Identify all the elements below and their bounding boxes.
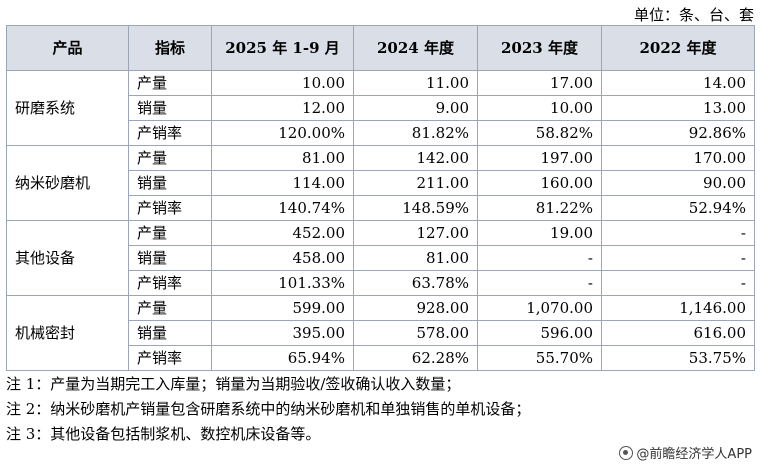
value-cell: 90.00 bbox=[601, 170, 755, 196]
brand-logo-icon bbox=[619, 445, 634, 460]
footnotes: 注 1：产量为当期完工入库量；销量为当期验收/签收确认收入数量； 注 2：纳米砂… bbox=[6, 372, 530, 447]
value-cell: 101.33% bbox=[211, 270, 354, 296]
value-cell: 928.00 bbox=[353, 295, 478, 321]
header-2024: 2024 年度 bbox=[353, 25, 478, 71]
value-cell: 458.00 bbox=[211, 245, 354, 271]
value-cell: 53.75% bbox=[601, 345, 755, 371]
header-metric: 指标 bbox=[128, 25, 212, 71]
value-cell: 92.86% bbox=[601, 120, 755, 146]
product-cell: 其他设备 bbox=[6, 220, 129, 296]
value-cell: 452.00 bbox=[211, 220, 354, 246]
value-cell: 599.00 bbox=[211, 295, 354, 321]
table-row: 产销率 140.74% 148.59% 81.22% 52.94% bbox=[7, 195, 755, 221]
value-cell: 63.78% bbox=[353, 270, 478, 296]
metric-cell: 销量 bbox=[128, 170, 212, 196]
value-cell: 12.00 bbox=[211, 95, 354, 121]
metric-cell: 产销率 bbox=[128, 345, 212, 371]
value-cell: 14.00 bbox=[601, 70, 755, 96]
metric-cell: 产量 bbox=[128, 145, 212, 171]
value-cell: 578.00 bbox=[353, 320, 478, 346]
table-row: 其他设备 产量 452.00 127.00 19.00- bbox=[6, 220, 755, 296]
value-cell: 11.00 bbox=[353, 70, 478, 96]
product-cell: 研磨系统 bbox=[6, 70, 129, 146]
footnote-1: 注 1：产量为当期完工入库量；销量为当期验收/签收确认收入数量； bbox=[6, 375, 461, 393]
value-cell: 10.00 bbox=[477, 95, 602, 121]
value-cell: 120.00% bbox=[211, 120, 354, 146]
metric-cell: 产量 bbox=[128, 70, 212, 96]
value-cell: 114.00 bbox=[211, 170, 354, 196]
value-cell: - bbox=[601, 270, 755, 296]
value-cell: 81.82% bbox=[353, 120, 478, 146]
value-cell: - bbox=[601, 245, 755, 271]
value-cell: - bbox=[477, 270, 602, 296]
value-cell: 81.00 bbox=[353, 245, 478, 271]
value-cell: 1,070.00 bbox=[477, 295, 602, 321]
table-row: 纳米砂磨机 产量 81.00 142.00 197.00 170.00 bbox=[6, 145, 755, 221]
value-cell: 616.00 bbox=[601, 320, 755, 346]
footnote-3: 注 3：其他设备包括制浆机、数控机床设备等。 bbox=[6, 425, 321, 443]
metric-cell: 产量 bbox=[128, 295, 212, 321]
value-cell: 211.00 bbox=[353, 170, 478, 196]
header-product: 产品 bbox=[6, 25, 129, 71]
metric-cell: 销量 bbox=[128, 95, 212, 121]
value-cell: 197.00 bbox=[477, 145, 602, 171]
metric-cell: 销量 bbox=[128, 320, 212, 346]
header-2023: 2023 年度 bbox=[477, 25, 602, 71]
table-row: 销量 12.00 9.00 10.00 13.00 bbox=[7, 95, 755, 121]
product-cell: 机械密封 bbox=[6, 295, 129, 371]
product-cell: 纳米砂磨机 bbox=[6, 145, 129, 221]
value-cell: 13.00 bbox=[601, 95, 755, 121]
value-cell: 142.00 bbox=[353, 145, 478, 171]
value-cell: 81.00 bbox=[211, 145, 354, 171]
value-cell: 65.94% bbox=[211, 345, 354, 371]
header-2025-q1-q3: 2025 年 1-9 月 bbox=[211, 25, 354, 71]
production-sales-table: 产品 指标 2025 年 1-9 月 2024 年度 2023 年度 2022 … bbox=[6, 25, 755, 371]
value-cell: 140.74% bbox=[211, 195, 354, 221]
metric-cell: 产销率 bbox=[128, 120, 212, 146]
value-cell: 148.59% bbox=[353, 195, 478, 221]
value-cell: 62.28% bbox=[353, 345, 478, 371]
value-cell: 596.00 bbox=[477, 320, 602, 346]
table-row: 研磨系统 产量 10.00 11.00 17.00 14.00 bbox=[6, 70, 755, 146]
unit-label: 单位：条、台、套 bbox=[633, 6, 754, 24]
value-cell: - bbox=[601, 220, 755, 246]
table-row: 产销率 120.00% 81.82% 58.82% 92.86% bbox=[7, 120, 755, 146]
value-cell: 160.00 bbox=[477, 170, 602, 196]
value-cell: 58.82% bbox=[477, 120, 602, 146]
table-row: 机械密封 产量 599.00 928.00 1,070.00 1,146.00 bbox=[6, 295, 755, 371]
value-cell: 1,146.00 bbox=[601, 295, 755, 321]
value-cell: 52.94% bbox=[601, 195, 755, 221]
value-cell: 55.70% bbox=[477, 345, 602, 371]
metric-cell: 产量 bbox=[128, 220, 212, 246]
header-2022: 2022 年度 bbox=[601, 25, 755, 71]
value-cell: 17.00 bbox=[477, 70, 602, 96]
footnote-2: 注 2：纳米砂磨机产销量包含研磨系统中的纳米砂磨机和单独销售的单机设备； bbox=[6, 400, 531, 418]
brand-text: @前瞻经济学人APP bbox=[636, 447, 752, 462]
value-cell: 395.00 bbox=[211, 320, 354, 346]
value-cell: - bbox=[477, 245, 602, 271]
value-cell: 127.00 bbox=[353, 220, 478, 246]
metric-cell: 产销率 bbox=[128, 270, 212, 296]
brand-credit: @前瞻经济学人APP bbox=[619, 443, 752, 462]
value-cell: 10.00 bbox=[211, 70, 354, 96]
value-cell: 19.00 bbox=[477, 220, 602, 246]
value-cell: 170.00 bbox=[601, 145, 755, 171]
value-cell: 9.00 bbox=[353, 95, 478, 121]
metric-cell: 销量 bbox=[128, 245, 212, 271]
metric-cell: 产销率 bbox=[128, 195, 212, 221]
table-row: 产销率 65.94% 62.28% 55.70% 53.75% bbox=[7, 345, 755, 371]
value-cell: 81.22% bbox=[477, 195, 602, 221]
table-row: 销量 114.00 211.00 160.00 90.00 bbox=[7, 170, 755, 196]
table-header-row: 产品 指标 2025 年 1-9 月 2024 年度 2023 年度 2022 … bbox=[6, 25, 755, 71]
